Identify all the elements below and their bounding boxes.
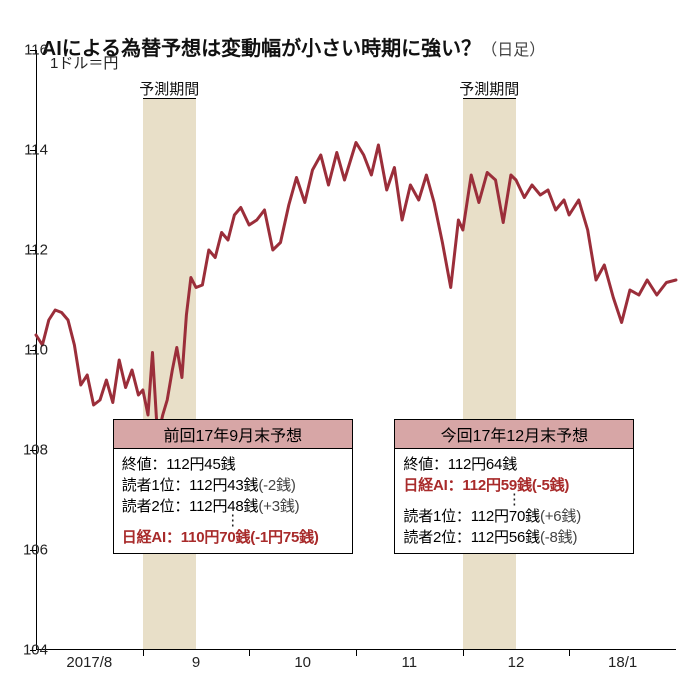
exchange-rate-line [36,50,676,650]
y-tick-label: 108 [8,442,48,459]
x-tick-label: 10 [294,654,311,671]
info-box-header: 今回17年12月末予想 [395,420,633,449]
y-tick-mark [30,650,36,651]
info-line: 読者1位：112円43銭(-2銭) [122,474,344,495]
forecast-info-box: 今回17年12月末予想終値：112円64銭日経AI：112円59銭(-5銭)⋮読… [394,419,634,554]
info-line-text: 終値：112円64銭 [403,456,517,473]
x-tick-label: 9 [192,654,200,671]
chart-container: AIによる為替予想は変動幅が小さい時期に強い？（日足） 1ドル＝円 104106… [0,0,696,696]
x-tick-mark [249,650,250,656]
y-tick-label: 116 [8,42,48,59]
x-tick-mark [143,650,144,656]
y-tick-label: 106 [8,542,48,559]
x-tick-mark [356,650,357,656]
y-tick-mark [30,50,36,51]
info-line-text: 日経AI：110円70銭 [122,529,250,546]
info-line-diff: (-8銭) [540,529,577,546]
info-line-text: 読者2位：112円56銭 [403,529,540,546]
info-line: 終値：112円45銭 [122,453,344,474]
x-tick-label: 12 [508,654,525,671]
y-tick-mark [30,350,36,351]
forecast-period-underline [143,98,196,99]
x-tick-label: 18/1 [608,654,637,671]
info-line-diff: (-5銭) [532,477,569,494]
info-line-diff: (-1円75銭) [250,529,318,546]
vertical-ellipsis-icon: ⋮ [403,497,625,503]
info-line-text: 読者1位：112円43銭 [122,477,259,494]
y-tick-mark [30,150,36,151]
info-box-header: 前回17年9月末予想 [114,420,352,449]
y-tick-label: 110 [8,342,48,359]
forecast-info-box: 前回17年9月末予想終値：112円45銭読者1位：112円43銭(-2銭)読者2… [113,419,353,554]
y-tick-label: 114 [8,142,48,159]
x-tick-label: 11 [402,654,418,671]
y-tick-mark [30,450,36,451]
y-tick-mark [30,250,36,251]
x-tick-label: 2017/8 [66,654,112,671]
forecast-period-underline [463,98,516,99]
info-line-text: 終値：112円45銭 [122,456,236,473]
vertical-ellipsis-icon: ⋮ [122,518,344,524]
info-line: 読者2位：112円56銭(-8銭) [403,526,625,547]
info-box-body: 終値：112円64銭日経AI：112円59銭(-5銭)⋮読者1位：112円70銭… [395,449,633,553]
info-line-diff: (-2銭) [258,477,295,494]
y-tick-mark [30,550,36,551]
forecast-period-label: 予測期間 [137,78,201,99]
x-tick-mark [569,650,570,656]
info-line: 読者1位：112円70銭(+6銭) [403,505,625,526]
info-line: 終値：112円64銭 [403,453,625,474]
info-line-text: 読者1位：112円70銭 [403,508,540,525]
x-tick-mark [463,650,464,656]
forecast-period-label: 予測期間 [457,78,521,99]
y-tick-label: 112 [8,242,48,259]
y-tick-label: 104 [8,642,48,659]
info-box-body: 終値：112円45銭読者1位：112円43銭(-2銭)読者2位：112円48銭(… [114,449,352,553]
info-line-diff: (+3銭) [258,498,299,515]
info-line-diff: (+6銭) [540,508,581,525]
info-line-highlight: 日経AI：110円70銭(-1円75銭) [122,526,344,547]
